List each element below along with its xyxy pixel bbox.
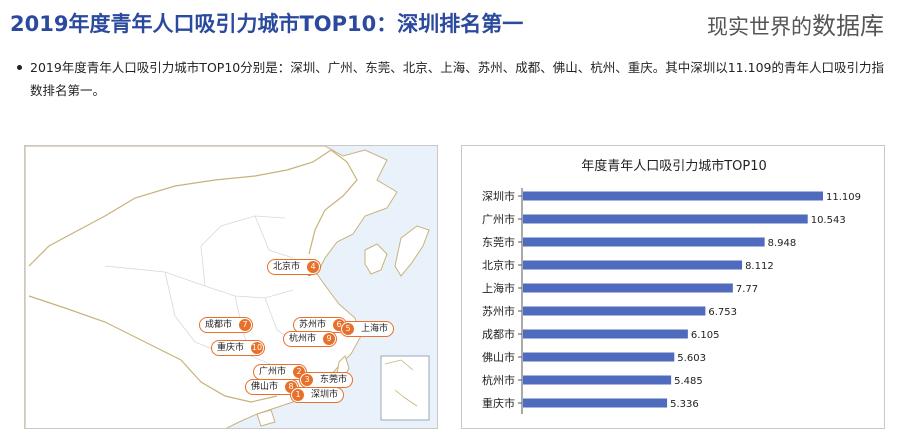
map-tag-label: 广州市 [259,367,287,377]
map-svg [25,146,430,428]
summary-bullet: 2019年度青年人口吸引力城市TOP10分别是：深圳、广州、东莞、北京、上海、苏… [17,56,890,102]
map-tag-label: 上海市 [361,324,389,334]
bar [523,352,675,362]
map-tag-hangzhou: 杭州市 9 [283,331,338,347]
map-tag-label: 杭州市 [289,334,317,344]
map-tag-rank: 5 [342,323,354,335]
category-label: 深圳市 [482,189,515,203]
map-tag-beijing: 北京市 4 [267,259,322,275]
category-label: 杭州市 [482,373,515,387]
map-tag-label: 佛山市 [251,382,279,392]
category-label: 广州市 [482,212,515,226]
summary-text: 2019年度青年人口吸引力城市TOP10分别是：深圳、广州、东莞、北京、上海、苏… [30,60,884,98]
category-label: 成都市 [482,327,515,341]
value-label: 5.485 [674,376,703,387]
bar [523,260,743,270]
china-border [28,149,358,267]
map-tag-label: 成都市 [205,320,233,330]
category-label: 重庆市 [482,396,515,410]
bar [523,306,706,316]
watermark-small: 现实世界的 [707,15,812,39]
category-label: 北京市 [482,258,515,272]
map-tag-label: 东莞市 [320,375,348,385]
category-label: 苏州市 [482,304,515,318]
bar [523,191,823,201]
bar [523,329,688,339]
map-tag-rank: 4 [307,261,320,273]
category-label: 上海市 [482,281,515,295]
value-label: 8.112 [745,261,774,272]
inset-coast [384,359,418,407]
peninsula [364,243,388,275]
map-tag-label: 北京市 [273,262,301,272]
value-label: 6.753 [708,307,737,318]
map-tag-shenzhen: 1 深圳市 [290,387,345,403]
bar [523,375,672,385]
value-label: 6.105 [691,330,720,341]
map-tag-chengdu: 成都市 7 [199,317,254,333]
watermark-big: 数据库 [812,12,884,40]
value-label: 10.543 [811,215,846,226]
island-hainan [256,409,276,427]
value-label: 5.603 [677,353,706,364]
value-label: 5.336 [670,399,699,410]
map-tag-label: 深圳市 [311,390,339,400]
map-tag-shanghai: 5 上海市 [340,321,395,337]
map-tag-rank: 9 [323,333,336,345]
category-label: 佛山市 [482,350,515,364]
south-china-sea-inset [380,355,430,421]
chart-title: 年度青年人口吸引力城市TOP10 [581,158,767,174]
map-tag-rank: 1 [292,389,304,401]
map-tag-label: 苏州市 [299,320,327,330]
value-label: 7.77 [736,284,758,295]
bar [523,283,733,293]
value-label: 11.109 [826,192,861,203]
map-tag-chongqing: 重庆市 10 [211,340,266,356]
bullet-dot [17,65,22,70]
category-label: 东莞市 [482,235,515,249]
bar [523,237,765,247]
page-title: 2019年度青年人口吸引力城市TOP10：深圳排名第一 [10,12,524,36]
watermark: 现实世界的数据库 [707,6,884,41]
china-map: 北京市 4 苏州市 6 5 上海市 杭州市 9 成都市 7 重庆市 10 广州市 2 3 东莞市… [24,145,438,429]
bar-chart-panel: 年度青年人口吸引力城市TOP10 深圳市 11.109 广州市 10.543 东莞市 8.9… [461,145,885,429]
map-tag-dongguan: 3 东莞市 [299,372,354,388]
map-tag-rank: 3 [301,374,313,386]
bar-chart: 年度青年人口吸引力城市TOP10 深圳市 11.109 广州市 10.543 东莞市 8.9… [482,158,861,414]
map-tag-rank: 7 [239,319,252,331]
island-japan [394,225,430,277]
bar [523,214,808,224]
map-tag-rank: 10 [251,342,264,354]
bar [523,398,668,408]
south-border [28,295,278,403]
map-tag-label: 重庆市 [217,343,245,353]
value-label: 8.948 [768,238,797,249]
